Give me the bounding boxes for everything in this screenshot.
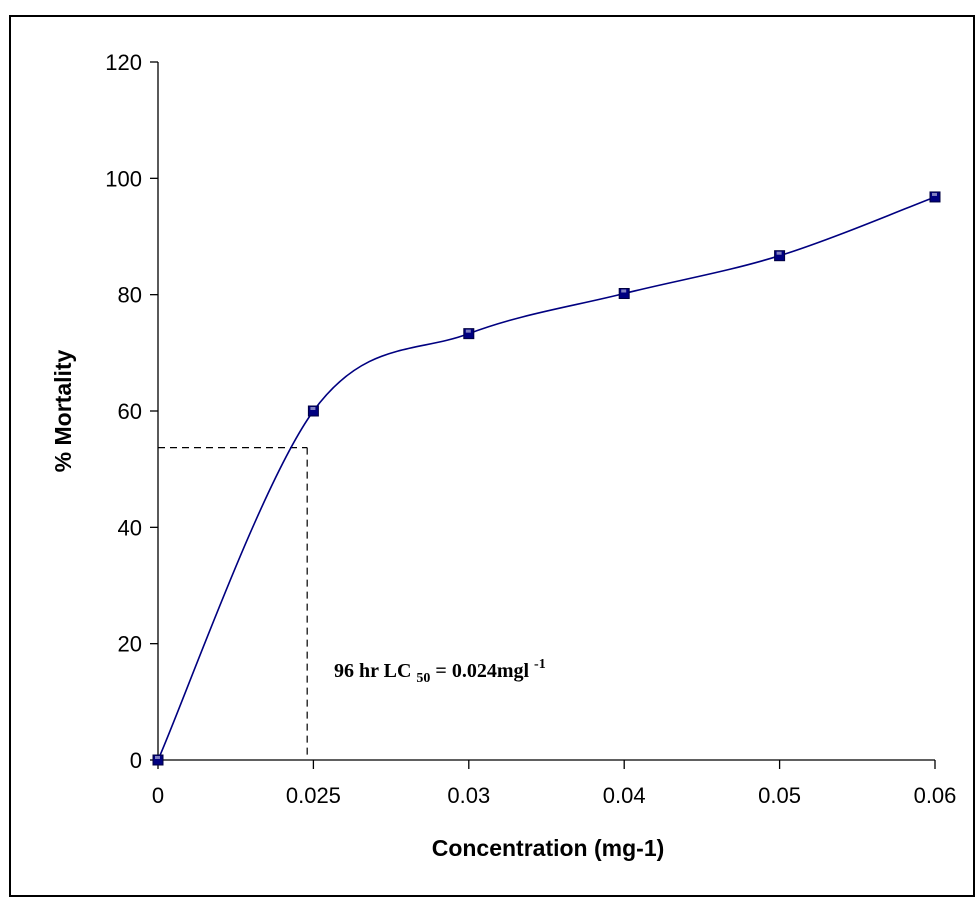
data-point-highlight-2 <box>465 329 471 333</box>
y-tick-label-0: 0 <box>130 748 142 773</box>
data-point-0 <box>152 754 164 766</box>
x-tick-label-5: 0.06 <box>914 783 957 808</box>
data-point-4 <box>774 250 786 262</box>
y-tick-label-40: 40 <box>118 515 142 540</box>
y-tick-label-20: 20 <box>118 632 142 657</box>
data-point-highlight-3 <box>621 289 627 293</box>
data-point-highlight-1 <box>310 407 316 410</box>
data-point-3 <box>618 288 630 300</box>
lc50-annotation-middle: = 0.024mgl <box>435 660 529 682</box>
data-point-2 <box>463 328 475 340</box>
lc50-annotation: 96 hr LC 50 = 0.024mgl -1 <box>334 657 546 687</box>
data-point-highlight-5 <box>932 192 937 196</box>
lc50-annotation-subscript: 50 <box>416 671 430 686</box>
y-tick-label-80: 80 <box>118 283 142 308</box>
y-tick-label-120: 120 <box>105 50 142 75</box>
data-markers <box>152 191 941 766</box>
y-axis-ticks: 0 20 40 60 80 100 120 <box>105 50 158 773</box>
y-tick-label-100: 100 <box>105 166 142 191</box>
data-point-highlight-4 <box>776 251 782 255</box>
data-point-1 <box>307 405 319 417</box>
chart-axes <box>157 62 935 761</box>
series-line <box>157 196 936 761</box>
chart-frame <box>9 15 975 897</box>
data-point-highlight-0 <box>155 756 160 759</box>
x-tick-label-0: 0 <box>152 783 164 808</box>
x-tick-label-3: 0.04 <box>603 783 646 808</box>
x-axis-title: Concentration (mg-1) <box>432 835 665 861</box>
x-tick-label-2: 0.03 <box>447 783 490 808</box>
lc50-guide-lines <box>158 447 308 760</box>
x-tick-label-4: 0.05 <box>758 783 801 808</box>
lc50-annotation-prefix: 96 hr LC <box>334 660 411 682</box>
x-axis-ticks: 0 0.025 0.03 0.04 0.05 0.06 <box>152 760 957 808</box>
y-axis-title: % Mortality <box>50 349 76 472</box>
y-tick-label-60: 60 <box>118 399 142 424</box>
x-tick-label-1: 0.025 <box>286 783 341 808</box>
data-point-5 <box>929 191 941 203</box>
lc50-annotation-superscript: -1 <box>534 657 546 672</box>
series-group <box>157 196 936 761</box>
